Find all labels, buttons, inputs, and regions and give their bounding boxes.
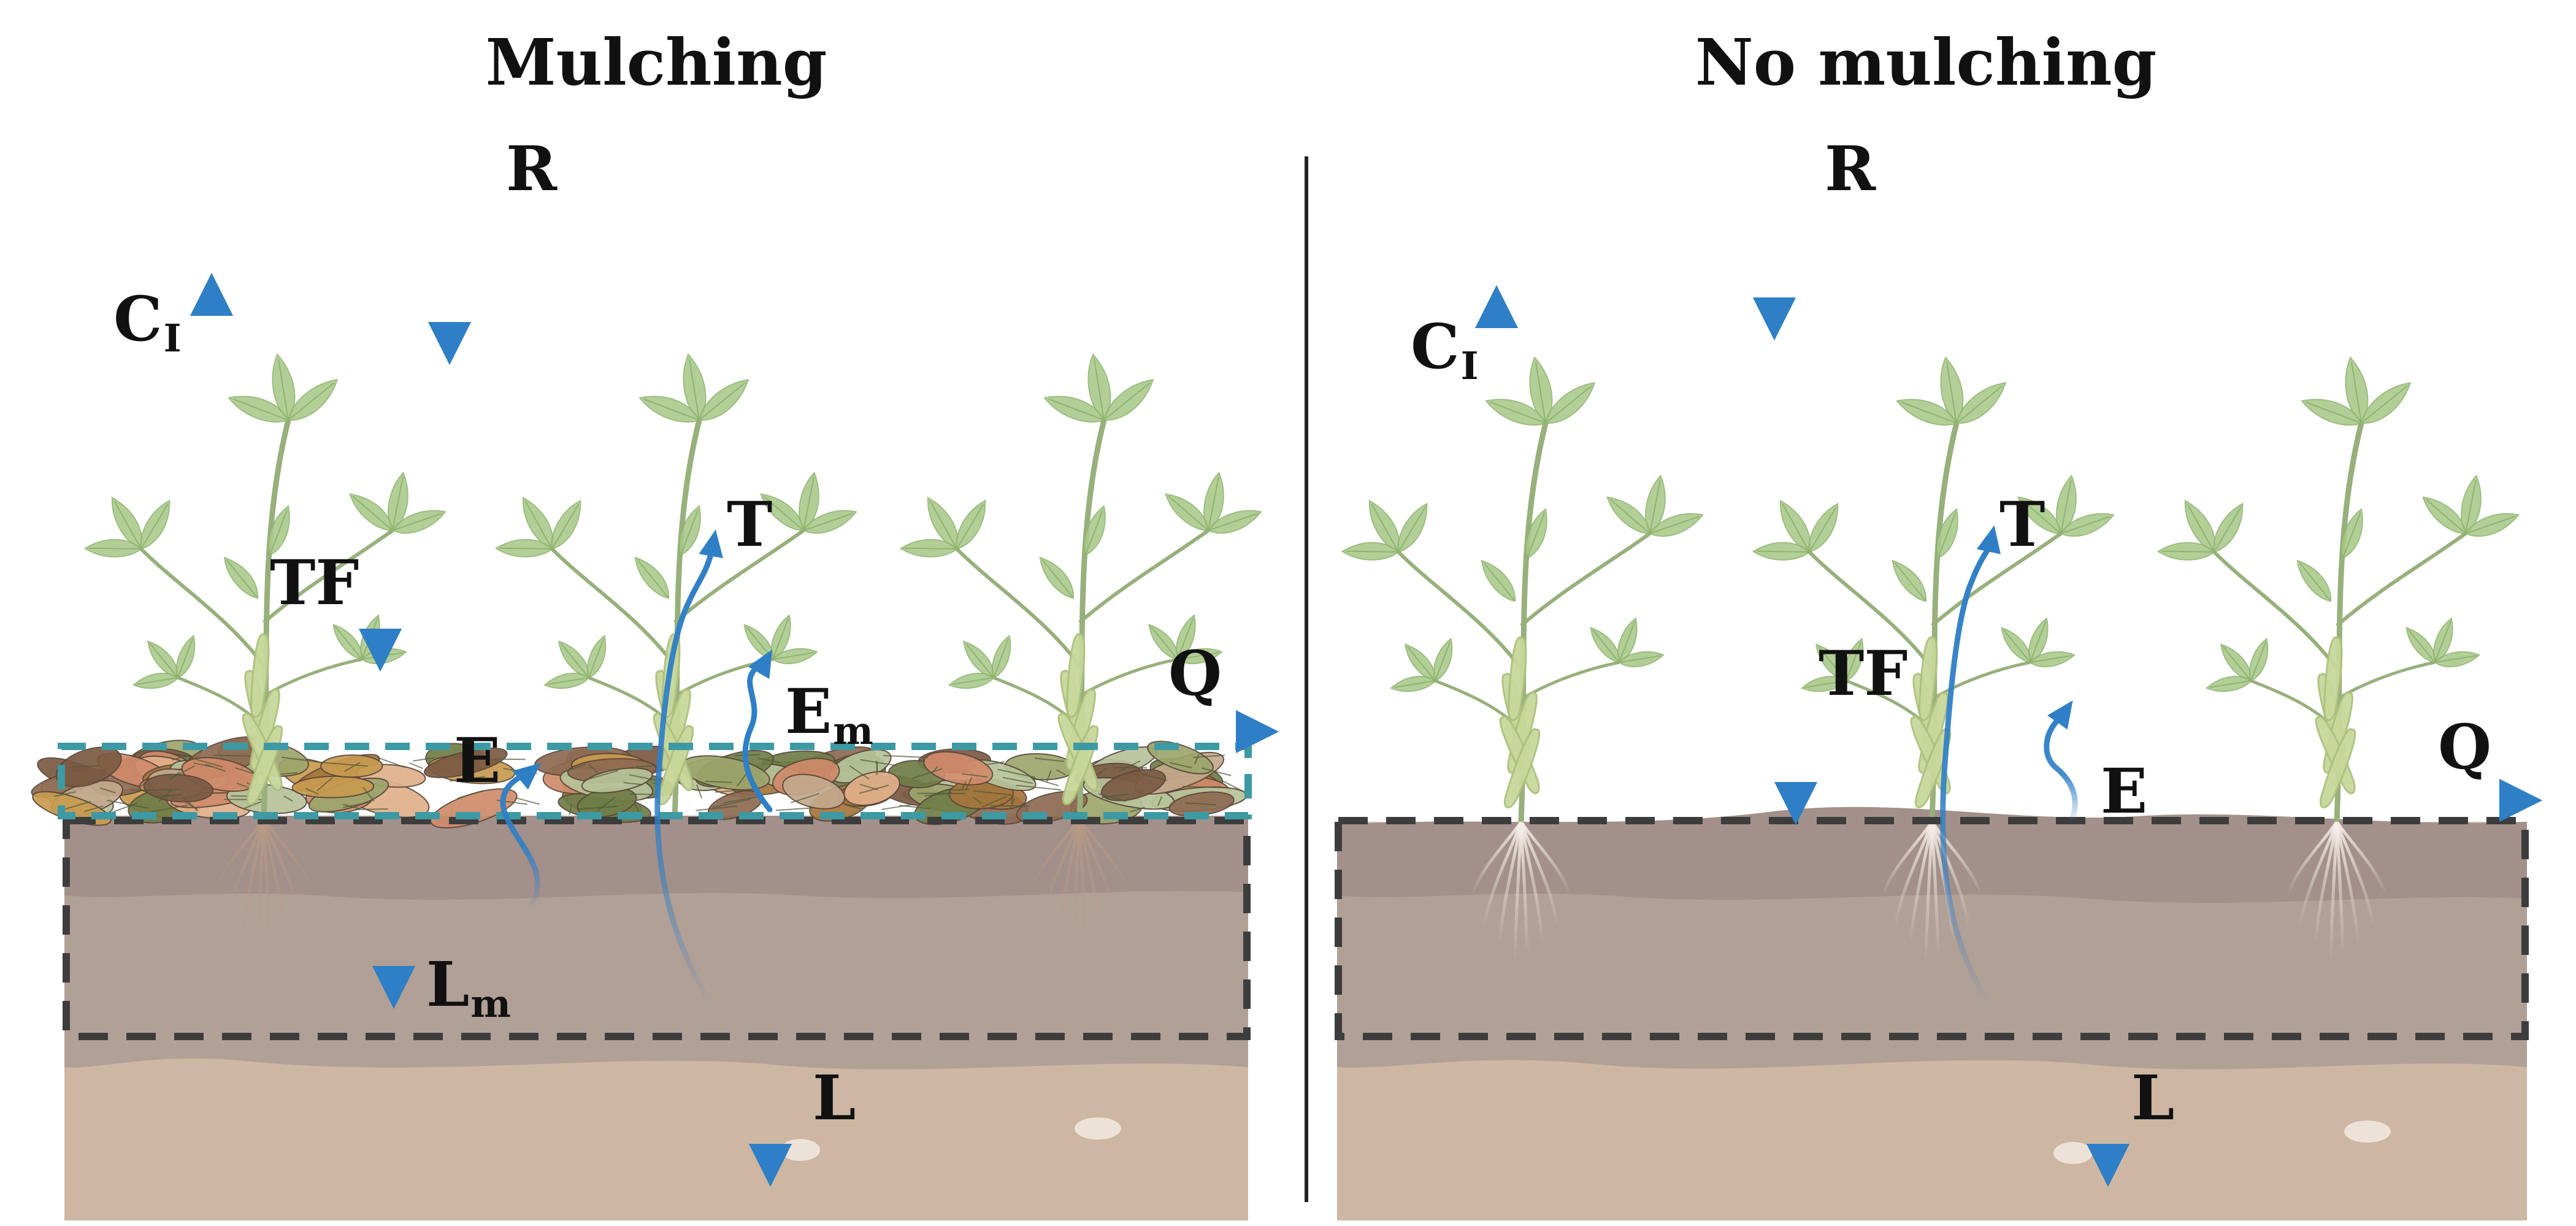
soybean-plant-no-mulching-2 <box>1753 358 2117 822</box>
no-mulching-throughfall-label: TF <box>1819 643 1907 704</box>
ci-sub-right: I <box>1461 343 1479 388</box>
em-sub: m <box>833 708 873 753</box>
mulch-leaf-icon <box>321 755 383 778</box>
mulching-rainfall-label: R <box>506 138 557 199</box>
mulching-soil <box>64 816 1248 1220</box>
ci-sub: I <box>164 316 182 361</box>
no-mulching-leakage-label: L <box>2131 1067 2174 1128</box>
no-mulching-title: No mulching <box>1695 25 2157 100</box>
no-mulching-evaporation-label: E <box>2101 761 2147 822</box>
no-mulching-canopy-interception-label: CI <box>1411 316 1479 377</box>
no-mulching-transpiration-label: T <box>1999 494 2045 555</box>
ci-main: C <box>113 283 163 355</box>
mulching-transpiration-label: T <box>727 494 772 555</box>
mulching-canopy-interception-label: CI <box>113 288 182 350</box>
ci-main-right: C <box>1411 310 1460 383</box>
mulching-runoff-label: Q <box>1168 643 1222 704</box>
evaporation-path-right <box>2047 715 2075 825</box>
mulching-title: Mulching <box>485 25 827 100</box>
mulching-throughfall-label: TF <box>270 552 359 613</box>
no-mulching-runoff-label: Q <box>2438 716 2491 778</box>
lm-sub: m <box>470 981 511 1026</box>
transpiration-arrowhead <box>699 527 727 558</box>
no-mulching-rainfall-label: R <box>1825 138 1876 199</box>
em-main: E <box>785 675 832 748</box>
soybean-plant-no-mulching-1 <box>1342 358 1706 822</box>
mulching-soil-evaporation-label: E <box>454 730 500 791</box>
mulching-mulch-drainage-label: Lm <box>426 954 511 1015</box>
mulching-leakage-label: L <box>813 1067 856 1128</box>
mulching-mulch-evaporation-label: Em <box>785 681 873 742</box>
lm-main: L <box>426 948 469 1021</box>
